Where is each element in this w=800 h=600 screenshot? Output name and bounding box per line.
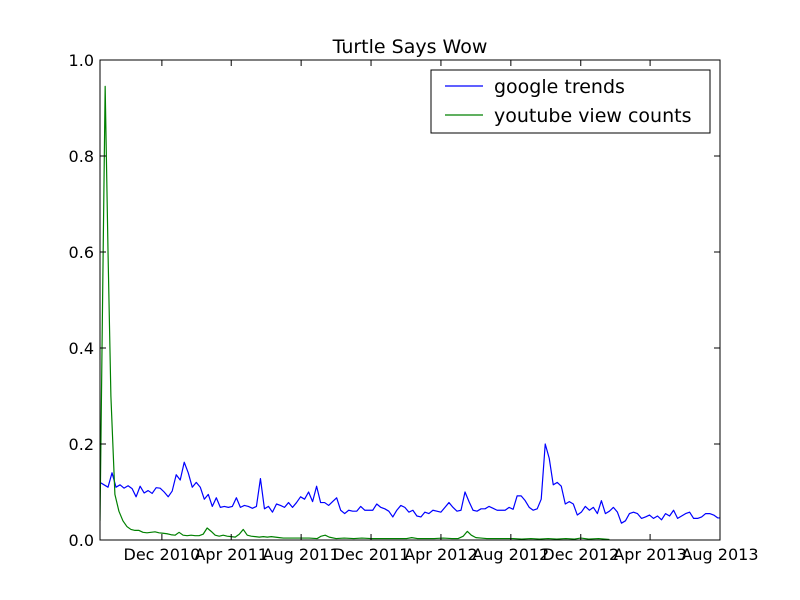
x-tick-label: Aug 2013 [681,545,758,564]
x-tick-label: Apr 2012 [404,545,477,564]
legend-label-youtube-view-counts: youtube view counts [494,105,692,127]
x-tick-label: Apr 2013 [613,545,686,564]
x-tick-label: Dec 2012 [542,545,619,564]
x-tick-label: Aug 2012 [472,545,549,564]
x-tick-label: Apr 2011 [194,545,267,564]
legend: google trends youtube view counts [430,69,711,134]
y-tick-label: 0.6 [69,243,94,262]
x-tick-label: Dec 2011 [333,545,410,564]
x-tick-label: Dec 2010 [124,545,201,564]
plot-frame [99,59,721,541]
chart-title: Turtle Says Wow [332,36,488,58]
x-tick-label: Aug 2011 [263,545,340,564]
series-line-youtube-view-counts [100,85,610,540]
plot-area [100,85,720,540]
series-line-google-trends [100,443,720,524]
y-tick-label: 0.2 [69,435,94,454]
y-tick-label: 1.0 [69,51,94,70]
legend-label-google-trends: google trends [494,76,625,98]
y-tick-label: 0.4 [69,339,94,358]
y-tick-label: 0.0 [69,531,94,550]
legend-box [430,69,711,134]
y-axis: 0.0 0.2 0.4 0.6 0.8 1.0 [69,51,720,550]
y-tick-label: 0.8 [69,147,94,166]
